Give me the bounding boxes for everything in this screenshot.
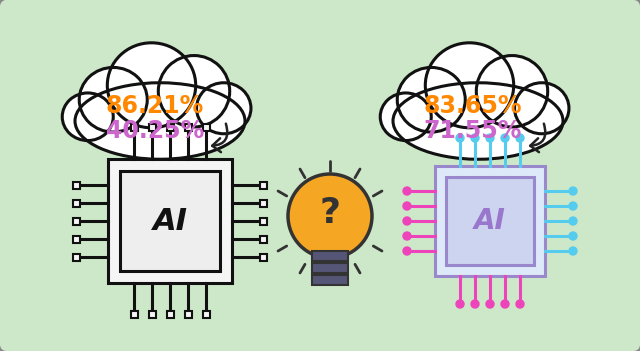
Ellipse shape — [515, 83, 569, 134]
Bar — [73, 236, 80, 243]
Bar — [260, 199, 267, 206]
Bar — [184, 311, 191, 318]
Circle shape — [403, 202, 411, 210]
Bar — [108, 159, 232, 283]
Circle shape — [403, 247, 411, 255]
Ellipse shape — [393, 83, 563, 159]
Circle shape — [456, 300, 464, 308]
Bar — [260, 236, 267, 243]
Circle shape — [501, 300, 509, 308]
Bar — [120, 171, 220, 271]
Ellipse shape — [196, 83, 251, 134]
Bar — [131, 124, 138, 131]
Bar — [73, 218, 80, 225]
Circle shape — [486, 134, 494, 142]
Ellipse shape — [75, 83, 245, 159]
Ellipse shape — [62, 93, 113, 140]
Bar — [73, 253, 80, 260]
Text: 86.21%: 86.21% — [106, 94, 204, 118]
Ellipse shape — [196, 83, 251, 134]
Bar — [435, 166, 545, 276]
Ellipse shape — [397, 67, 465, 132]
Text: AI: AI — [152, 206, 188, 236]
Text: AI: AI — [474, 207, 506, 235]
Ellipse shape — [380, 93, 431, 140]
Circle shape — [516, 134, 524, 142]
Ellipse shape — [515, 83, 569, 134]
Text: 83.65%: 83.65% — [424, 94, 522, 118]
Circle shape — [569, 187, 577, 195]
Circle shape — [501, 134, 509, 142]
Bar — [312, 275, 348, 285]
Circle shape — [456, 134, 464, 142]
Ellipse shape — [397, 67, 465, 132]
Circle shape — [486, 300, 494, 308]
Ellipse shape — [108, 43, 196, 128]
Bar — [166, 124, 173, 131]
Bar — [260, 181, 267, 188]
Text: 40.25%: 40.25% — [106, 119, 204, 143]
Circle shape — [516, 300, 524, 308]
Circle shape — [471, 134, 479, 142]
Circle shape — [569, 247, 577, 255]
Circle shape — [569, 232, 577, 240]
Ellipse shape — [75, 83, 245, 159]
Ellipse shape — [426, 43, 514, 128]
Circle shape — [403, 232, 411, 240]
Ellipse shape — [79, 67, 147, 132]
Bar — [166, 311, 173, 318]
Ellipse shape — [476, 55, 548, 127]
Ellipse shape — [158, 55, 230, 127]
Ellipse shape — [62, 93, 113, 140]
Text: 71.55%: 71.55% — [424, 119, 522, 143]
Ellipse shape — [476, 55, 548, 127]
Bar — [73, 199, 80, 206]
FancyArrowPatch shape — [212, 124, 227, 152]
Bar — [73, 181, 80, 188]
Ellipse shape — [158, 55, 230, 127]
Bar — [148, 311, 156, 318]
Circle shape — [569, 202, 577, 210]
Circle shape — [569, 217, 577, 225]
Bar — [202, 311, 209, 318]
Bar — [312, 263, 348, 273]
Circle shape — [288, 174, 372, 258]
Ellipse shape — [426, 43, 514, 128]
Bar — [202, 124, 209, 131]
Bar — [131, 311, 138, 318]
Ellipse shape — [108, 43, 196, 128]
Circle shape — [471, 300, 479, 308]
FancyArrowPatch shape — [530, 124, 545, 152]
Ellipse shape — [380, 93, 431, 140]
Bar — [148, 124, 156, 131]
Text: ?: ? — [319, 196, 340, 230]
Bar — [260, 218, 267, 225]
Ellipse shape — [393, 83, 563, 159]
Circle shape — [403, 217, 411, 225]
Ellipse shape — [79, 67, 147, 132]
Bar — [184, 124, 191, 131]
Bar — [312, 251, 348, 261]
Circle shape — [403, 187, 411, 195]
Bar — [446, 177, 534, 265]
Bar — [260, 253, 267, 260]
